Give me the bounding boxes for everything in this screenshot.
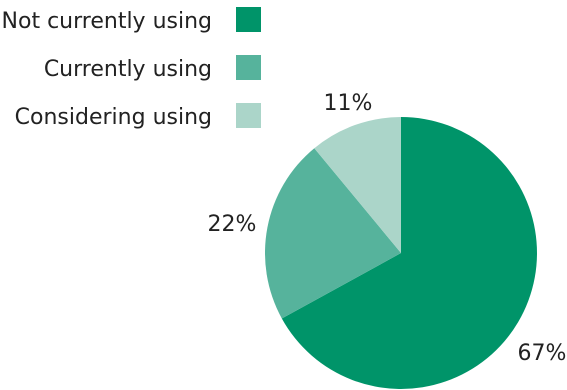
- pct-label-considering-using: 11%: [324, 91, 373, 116]
- legend: Not currently using Currently using Cons…: [2, 7, 261, 130]
- legend-swatch-considering-using: [236, 103, 261, 128]
- pct-label-currently-using: 22%: [208, 212, 257, 237]
- legend-swatch-currently-using: [236, 55, 261, 80]
- pie-slice-not-currently-using: [281, 117, 537, 389]
- percentage-labels: 67% 22% 11%: [208, 91, 567, 366]
- legend-label-not-currently-using: Not currently using: [2, 9, 212, 34]
- legend-label-currently-using: Currently using: [44, 57, 212, 82]
- pie-slice-currently-using: [264, 148, 401, 319]
- legend-label-considering-using: Considering using: [15, 105, 212, 130]
- pie-slice-considering-using: [314, 117, 401, 253]
- legend-swatch-not-currently-using: [236, 7, 261, 32]
- pct-label-not-currently-using: 67%: [518, 341, 567, 366]
- pie-slices: [264, 117, 537, 389]
